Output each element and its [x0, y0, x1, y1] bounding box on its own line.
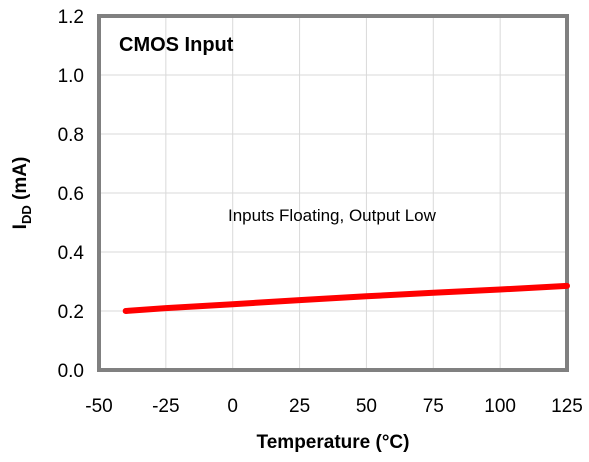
x-tick-label: 0 — [227, 396, 238, 417]
x-tick-label: 25 — [289, 396, 310, 417]
series-group — [122, 282, 570, 314]
y-axis-title: IDD (mA) — [10, 157, 34, 230]
x-axis-ticks: -50 -25 0 25 50 75 100 125 — [85, 396, 583, 417]
x-tick-label: 100 — [484, 396, 516, 417]
y-tick-label: 0.2 — [58, 302, 84, 323]
x-tick-label: -25 — [152, 396, 179, 417]
x-tick-label: 50 — [356, 396, 377, 417]
plot-area-border — [97, 14, 569, 372]
y-tick-label: 0.6 — [58, 184, 84, 205]
y-axis-ticks: 0.0 0.2 0.4 0.6 0.8 1.0 1.2 — [58, 7, 85, 382]
x-tick-label: -50 — [85, 396, 112, 417]
y-tick-label: 0.4 — [58, 243, 85, 264]
x-axis-title: Temperature (°C) — [257, 432, 410, 453]
grid-lines — [99, 16, 567, 370]
x-tick-label: 125 — [551, 396, 583, 417]
y-axis-title-suffix: (mA) — [10, 157, 31, 206]
y-axis-title-prefix: I — [10, 224, 31, 229]
y-tick-label: 0.0 — [58, 361, 84, 382]
y-tick-label: 1.0 — [58, 66, 84, 87]
series-line — [122, 282, 570, 314]
annotation-text: Inputs Floating, Output Low — [228, 206, 437, 225]
y-axis-title-subscript: DD — [19, 205, 34, 224]
x-tick-label: 75 — [423, 396, 444, 417]
y-tick-label: 1.2 — [58, 7, 84, 28]
inset-title: CMOS Input — [119, 34, 234, 56]
y-tick-label: 0.8 — [58, 125, 84, 146]
